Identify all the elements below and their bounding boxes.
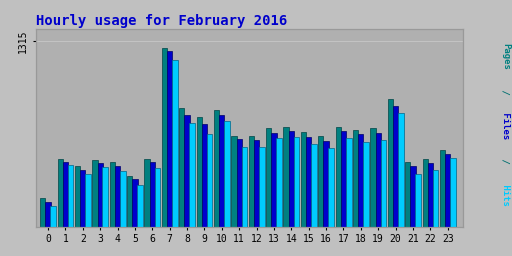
Bar <box>50 206 56 227</box>
Bar <box>132 179 138 227</box>
Bar <box>328 148 334 227</box>
Bar <box>202 124 207 227</box>
Bar <box>289 131 294 227</box>
Bar <box>363 142 369 227</box>
Bar <box>398 113 403 227</box>
Bar <box>120 170 125 227</box>
Bar <box>422 159 428 227</box>
Bar <box>306 137 311 227</box>
Bar <box>110 163 115 227</box>
Bar <box>80 169 86 227</box>
Bar <box>388 99 393 227</box>
Bar <box>284 127 289 227</box>
Bar <box>341 131 346 227</box>
Bar <box>242 147 247 227</box>
Bar <box>254 140 259 227</box>
Bar <box>318 136 324 227</box>
Bar <box>184 115 189 227</box>
Text: Hits: Hits <box>501 179 510 205</box>
Text: Pages: Pages <box>501 43 510 70</box>
Bar <box>445 154 451 227</box>
Bar <box>75 166 80 227</box>
Bar <box>167 51 172 227</box>
Bar <box>115 166 120 227</box>
Bar <box>440 150 445 227</box>
Bar <box>376 133 381 227</box>
Bar <box>63 162 68 227</box>
Bar <box>405 162 410 227</box>
Bar <box>150 163 155 227</box>
Bar <box>137 185 143 227</box>
Bar <box>276 138 282 227</box>
Bar <box>57 159 63 227</box>
Bar <box>311 144 317 227</box>
Bar <box>155 168 160 227</box>
Bar <box>301 132 306 227</box>
Bar <box>370 128 376 227</box>
Bar <box>324 141 329 227</box>
Bar <box>197 118 202 227</box>
Bar <box>393 106 398 227</box>
Text: /: / <box>501 153 510 164</box>
Bar <box>40 198 46 227</box>
Bar <box>353 130 358 227</box>
Bar <box>433 169 438 227</box>
Bar <box>92 160 97 227</box>
Bar <box>68 165 73 227</box>
Bar <box>294 137 300 227</box>
Text: /: / <box>501 84 510 95</box>
Bar <box>172 60 178 227</box>
Bar <box>214 110 219 227</box>
Bar <box>127 176 132 227</box>
Bar <box>85 174 91 227</box>
Text: Files: Files <box>501 107 510 139</box>
Bar <box>266 128 271 227</box>
Bar <box>450 158 456 227</box>
Bar <box>259 147 265 227</box>
Bar <box>162 48 167 227</box>
Bar <box>358 134 364 227</box>
Bar <box>102 167 108 227</box>
Bar <box>249 136 254 227</box>
Bar <box>189 123 195 227</box>
Bar <box>346 138 352 227</box>
Bar <box>428 164 433 227</box>
Bar <box>219 115 224 227</box>
Bar <box>207 134 212 227</box>
Bar <box>237 139 242 227</box>
Bar <box>224 121 230 227</box>
Bar <box>380 140 386 227</box>
Bar <box>97 163 103 227</box>
Bar <box>231 136 237 227</box>
Text: Hourly usage for February 2016: Hourly usage for February 2016 <box>36 14 287 28</box>
Bar <box>271 133 276 227</box>
Bar <box>415 174 421 227</box>
Bar <box>179 108 184 227</box>
Bar <box>46 202 51 227</box>
Bar <box>336 126 341 227</box>
Bar <box>410 166 416 227</box>
Bar <box>144 159 150 227</box>
